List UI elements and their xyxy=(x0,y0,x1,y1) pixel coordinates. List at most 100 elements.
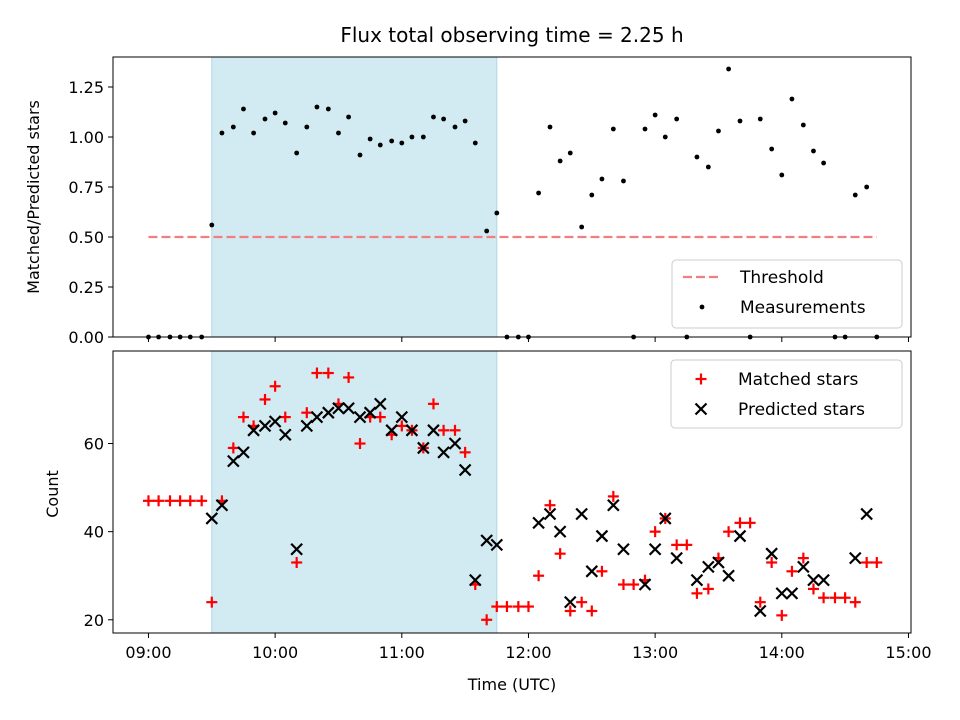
matched-point xyxy=(343,371,355,383)
measurement-point xyxy=(282,120,288,126)
predicted-point xyxy=(817,573,830,587)
y-tick-label: 60 xyxy=(84,435,104,454)
x-mark-b xyxy=(468,573,482,587)
x-mark-b xyxy=(807,573,820,587)
legend-predicted-label: Predicted stars xyxy=(738,400,865,420)
matched-point xyxy=(291,557,303,568)
x-mark-b xyxy=(658,512,672,525)
measurement-point xyxy=(662,134,668,140)
y-tick-label: 1.00 xyxy=(68,128,104,147)
x-mark-b xyxy=(405,424,419,437)
predicted-point xyxy=(332,402,345,415)
x-mark-b xyxy=(385,424,398,437)
predicted-point xyxy=(300,419,314,433)
matched-point xyxy=(354,438,366,450)
matched-point xyxy=(374,411,386,423)
predicted-point xyxy=(775,587,789,600)
predicted-point xyxy=(690,573,704,587)
x-tick-label: 09:00 xyxy=(125,643,171,662)
measurement-point xyxy=(779,172,785,178)
matched-point xyxy=(829,592,841,604)
bottom-panel: 20 40 60 09:00 10:00 11:00 12:00 13:00 14:00 15:0… xyxy=(43,350,932,694)
measurement-point xyxy=(230,124,236,130)
x-tick-label: 14:00 xyxy=(759,643,805,662)
predicted-point xyxy=(417,441,430,455)
matched-point xyxy=(564,605,576,617)
x-mark-b xyxy=(607,498,620,512)
matched-point xyxy=(142,495,154,507)
matched-point xyxy=(744,517,756,529)
measurement-point xyxy=(441,116,446,122)
x-mark-b xyxy=(427,424,440,437)
matched-point xyxy=(807,583,819,595)
x-mark-b xyxy=(670,551,683,565)
legend-matched-label: Matched stars xyxy=(738,370,858,390)
x-mark-b xyxy=(712,556,725,569)
measurement-point xyxy=(294,150,300,156)
predicted-point xyxy=(575,507,588,521)
y-tick-label: 0.75 xyxy=(68,178,104,197)
predicted-point xyxy=(363,406,377,419)
predicted-point xyxy=(595,529,609,543)
measurement-point xyxy=(579,224,585,230)
predicted-point xyxy=(458,463,472,477)
measurement-point xyxy=(420,134,426,140)
x-mark-b xyxy=(797,560,810,574)
matched-point xyxy=(671,539,683,551)
matched-point xyxy=(427,398,439,410)
measurement-point xyxy=(484,228,490,234)
x-mark-b xyxy=(722,569,735,582)
matched-point xyxy=(554,548,566,560)
predicted-point xyxy=(617,543,630,556)
measurement-point xyxy=(621,178,626,184)
measurement-point xyxy=(399,140,405,146)
measurement-point xyxy=(494,210,500,216)
matched-point xyxy=(818,592,830,604)
predicted-point xyxy=(733,529,747,543)
x-mark-b xyxy=(638,578,652,591)
measurement-point xyxy=(567,150,573,156)
matched-point xyxy=(438,424,450,436)
x-tick-label: 10:00 xyxy=(252,643,298,662)
matched-point xyxy=(396,420,408,432)
predicted-point xyxy=(468,573,482,587)
matched-point xyxy=(322,367,334,379)
x-mark-b xyxy=(785,587,799,600)
predicted-point xyxy=(373,397,387,411)
x-mark-b xyxy=(617,543,630,556)
matched-point xyxy=(196,495,208,507)
matched-point xyxy=(227,442,239,454)
predicted-point xyxy=(342,402,355,415)
measurement-point xyxy=(462,118,468,124)
predicted-point xyxy=(427,424,440,437)
x-mark-b xyxy=(575,507,588,521)
matched-point xyxy=(459,446,471,458)
x-mark-b xyxy=(227,454,240,468)
matched-point xyxy=(776,609,788,621)
matched-point xyxy=(786,565,798,577)
x-mark-b xyxy=(694,402,708,416)
measurement-point xyxy=(589,192,595,198)
matched-point xyxy=(153,495,165,507)
x-mark-b xyxy=(417,441,430,455)
matched-point xyxy=(449,424,461,436)
x-mark-b xyxy=(373,397,387,411)
top-panel: 0.00 0.25 0.50 0.75 1.00 1.25 Matched/Predict… xyxy=(24,56,912,347)
matched-point xyxy=(269,380,281,392)
matched-point xyxy=(184,495,196,507)
measurement-point xyxy=(251,130,256,136)
x-mark-b xyxy=(648,543,662,556)
x-mark-b xyxy=(332,402,345,415)
shaded-interval xyxy=(211,350,498,634)
predicted-point xyxy=(532,516,545,530)
x-tick-label: 11:00 xyxy=(379,643,425,662)
predicted-point xyxy=(448,437,462,450)
predicted-point xyxy=(670,551,683,565)
shaded-interval xyxy=(211,56,498,338)
measurement-point xyxy=(431,114,436,120)
matched-point xyxy=(754,596,766,608)
x-mark-b xyxy=(848,551,862,565)
legend-box xyxy=(671,259,903,329)
predicted-point xyxy=(205,512,219,525)
measurement-point xyxy=(642,126,648,132)
